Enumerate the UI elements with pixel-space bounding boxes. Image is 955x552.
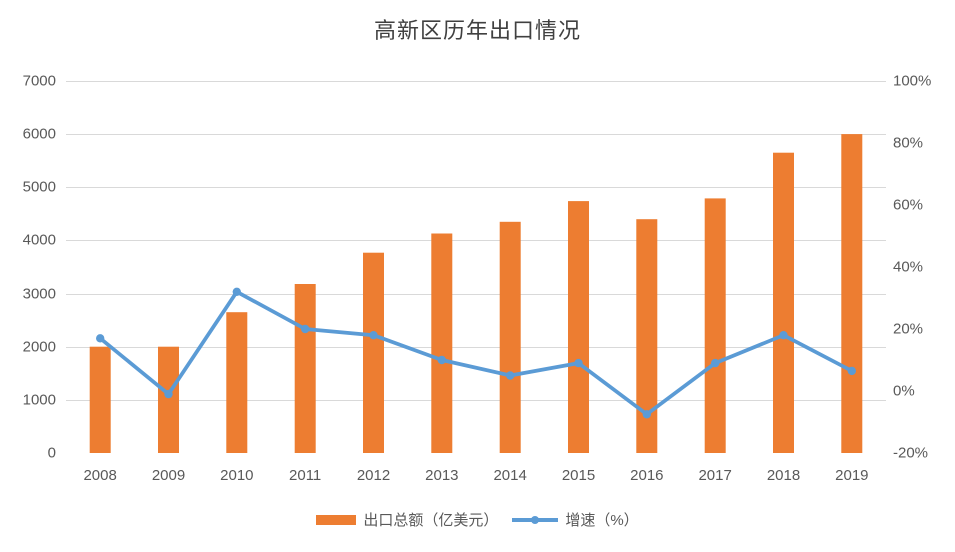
left-axis-tick-label: 0 [47,444,56,462]
right-axis-tick-label: 80% [893,134,924,152]
bar [841,134,863,453]
bar [704,198,726,453]
right-axis-tick-label: 100% [893,72,932,90]
right-axis-tick-label: -20% [893,444,929,462]
bar [294,284,316,453]
x-axis-tick-label: 2017 [698,467,732,484]
plot-svg [66,81,886,453]
line-point [779,331,788,340]
line-swatch-marker-icon [531,515,540,524]
legend-item-growth: 增速（%） [512,509,639,530]
x-axis-tick-label: 2009 [151,467,186,484]
bar [431,233,453,453]
bar [89,346,111,453]
left-axis-tick-label: 7000 [22,72,56,90]
line-point [711,358,720,368]
bar [226,312,248,453]
left-axis-tick-label: 5000 [22,178,56,196]
x-axis-tick-label: 2010 [220,467,254,484]
growth-line [98,289,854,417]
bar [636,219,658,453]
x-axis-tick-label: 2016 [630,467,664,484]
x-axis-tick-label: 2014 [493,467,527,484]
line-point [437,355,446,365]
bar [499,221,521,453]
line-series-swatch-icon [512,515,559,525]
bar [158,346,179,453]
right-axis-tick-label: 20% [893,320,924,338]
line-point [369,331,378,340]
left-axis-tick-label: 2000 [22,338,56,356]
bar [568,201,589,453]
x-axis-tick-label: 2018 [766,467,801,484]
x-axis-tick-labels: 2008 2009 2010 2011 2012 2013 2014 2015 2016 2017… [66,467,886,489]
bar [773,152,794,453]
right-axis-tick-label: 60% [893,196,924,214]
x-axis-tick-label: 2013 [425,467,459,484]
legend-label-growth: 增速（%） [565,512,639,529]
chart-title: 高新区历年出口情况 [373,18,581,43]
right-axis-tick-label: 0% [893,382,915,400]
legend-label-exports: 出口总额（亿美元） [363,512,499,529]
bar [363,252,384,453]
line-point [301,324,310,334]
line-point [574,358,583,368]
left-axis-tick-label: 1000 [22,391,56,409]
x-axis-tick-label: 2011 [289,467,322,484]
x-axis-tick-label: 2012 [356,467,391,484]
bar-series-swatch-icon [316,514,357,525]
line-point [164,389,173,399]
left-axis-tick-label: 3000 [22,285,56,303]
legend-item-exports: 出口总额（亿美元） [316,509,498,530]
x-axis-tick-label: 2008 [83,467,117,484]
x-axis-tick-label: 2019 [835,467,869,484]
left-axis-tick-label: 6000 [22,125,56,143]
line-point [847,366,856,376]
line-point [506,371,515,380]
left-axis-tick-labels: 7000 6000 5000 4000 3000 2000 1000 0 [0,73,56,462]
right-axis-tick-label: 40% [893,258,924,276]
line-point [96,334,105,343]
x-axis-tick-label: 2015 [561,467,596,484]
right-axis-tick-labels: 100% 80% 60% 40% 20% 0% -20% [893,73,955,462]
left-axis-tick-label: 4000 [22,231,56,249]
line-point [232,287,241,296]
plot-area [66,81,886,453]
line-point [642,410,651,419]
legend: 出口总额（亿美元） 增速（%） [0,509,955,530]
